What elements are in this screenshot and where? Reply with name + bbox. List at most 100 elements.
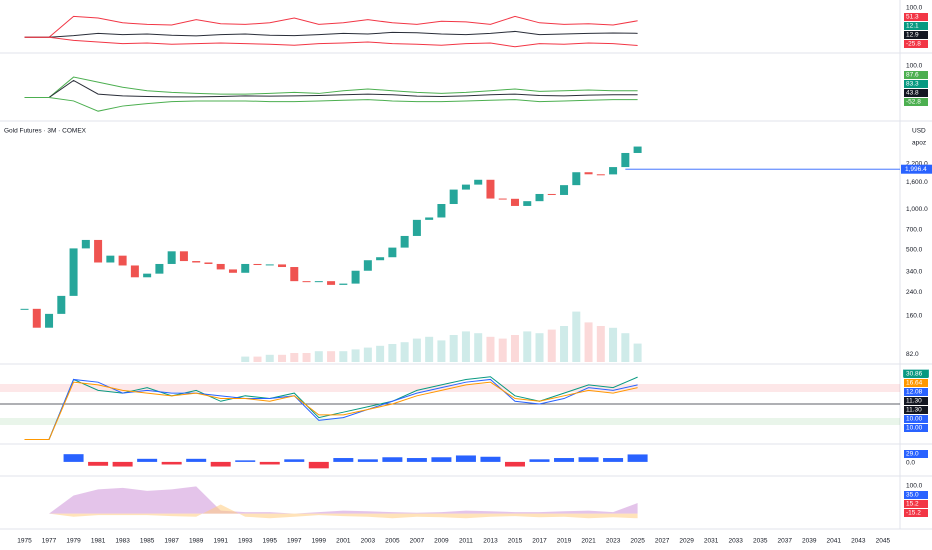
area <box>24 486 638 514</box>
value-tag-bg <box>904 31 928 39</box>
histogram-bar <box>529 459 550 462</box>
volume-bar <box>302 353 311 362</box>
candle <box>228 269 237 273</box>
value-tag-bg <box>904 80 928 88</box>
candle <box>351 270 360 284</box>
histogram-bar <box>455 455 476 462</box>
volume-bar <box>351 349 360 362</box>
histogram-bar <box>161 461 182 465</box>
volume-bar <box>449 335 458 362</box>
value-tag: 0.0 <box>906 460 915 467</box>
candle <box>204 262 213 264</box>
histogram-bar <box>357 459 378 462</box>
value-tag: 100.0 <box>906 483 923 490</box>
candle <box>20 308 29 310</box>
candle <box>584 172 593 175</box>
histogram-bar <box>88 461 109 466</box>
indicator-line <box>24 378 638 440</box>
candle <box>621 152 630 168</box>
histogram-bar <box>578 457 599 462</box>
value-tag: 100.0 <box>906 5 923 12</box>
value-tag-bg <box>904 379 928 387</box>
histogram-bar <box>480 456 501 462</box>
value-tag-bg <box>904 424 928 432</box>
y-tick-label: 2,200.0 <box>906 160 928 167</box>
candle <box>609 167 618 175</box>
value-tag: 43.8 <box>906 90 919 97</box>
candle <box>400 235 409 248</box>
candle <box>32 308 41 328</box>
candle <box>241 263 250 273</box>
volume-bar <box>314 351 323 362</box>
candle <box>265 264 274 266</box>
value-tag-bg <box>904 62 928 70</box>
volume-bar <box>510 335 519 362</box>
value-tag: 16.64 <box>906 380 923 387</box>
indicator-line <box>24 36 638 48</box>
histogram-bar <box>406 458 427 462</box>
value-tag: 83.3 <box>906 81 919 88</box>
histogram-bar <box>284 459 305 462</box>
histogram-bar <box>210 461 231 467</box>
x-tick-label: 2023 <box>606 538 621 545</box>
value-tag-bg <box>904 98 928 106</box>
volume-bar <box>596 326 605 362</box>
value-tag-bg <box>904 22 928 30</box>
volume-bar <box>265 354 274 362</box>
value-tag: -15.2 <box>906 510 921 517</box>
candle <box>510 198 519 206</box>
y-tick-label: 1,600.0 <box>906 179 928 186</box>
indicator-line <box>24 79 638 99</box>
x-tick-label: 2013 <box>483 538 498 545</box>
candle <box>94 239 103 263</box>
volume-bar <box>339 351 348 362</box>
volume-bar <box>241 356 250 362</box>
x-tick-label: 2043 <box>851 538 866 545</box>
candle <box>560 185 569 195</box>
candle <box>425 217 434 220</box>
x-tick-label: 2001 <box>336 538 351 545</box>
histogram-bar <box>382 457 403 462</box>
y-tick-label: 1,000.0 <box>906 206 928 213</box>
volume-bar <box>523 331 532 362</box>
x-tick-label: 2015 <box>508 538 523 545</box>
value-tag-bg <box>904 89 928 97</box>
histogram-bar <box>554 458 575 462</box>
value-tag: 10.00 <box>906 416 923 423</box>
value-tag-bg <box>904 71 928 79</box>
candle <box>498 198 507 200</box>
oversold-zone <box>0 418 900 425</box>
area <box>24 504 638 519</box>
histogram-bar <box>186 458 207 462</box>
histogram-bar <box>603 458 624 462</box>
histogram-bar <box>627 454 648 462</box>
volume-bar <box>400 342 409 362</box>
volume-bar <box>560 326 569 362</box>
value-tag-bg <box>904 397 928 405</box>
x-tick-label: 2009 <box>434 538 449 545</box>
volume-bar <box>498 338 507 362</box>
histogram-bar <box>235 460 256 462</box>
value-tag-bg <box>904 459 928 467</box>
candle <box>69 248 78 296</box>
value-tag: 12.9 <box>906 32 919 39</box>
x-tick-label: 1981 <box>91 538 106 545</box>
x-tick-label: 2039 <box>802 538 817 545</box>
value-tag-bg <box>904 500 928 508</box>
x-tick-label: 2011 <box>459 538 473 545</box>
histogram-bar <box>63 454 84 462</box>
candle <box>412 219 421 236</box>
x-tick-label: 2037 <box>778 538 793 545</box>
volume-bar <box>278 354 287 362</box>
y-tick-label: 240.0 <box>906 289 923 296</box>
value-tag: 12.08 <box>906 389 923 396</box>
value-tag-bg <box>904 406 928 414</box>
x-tick-label: 2007 <box>410 538 425 545</box>
y-tick-label: 160.0 <box>906 312 923 319</box>
volume-bar <box>621 333 630 362</box>
histogram-bar <box>112 461 133 467</box>
volume-bar <box>290 353 299 362</box>
value-tag-bg <box>904 370 928 378</box>
